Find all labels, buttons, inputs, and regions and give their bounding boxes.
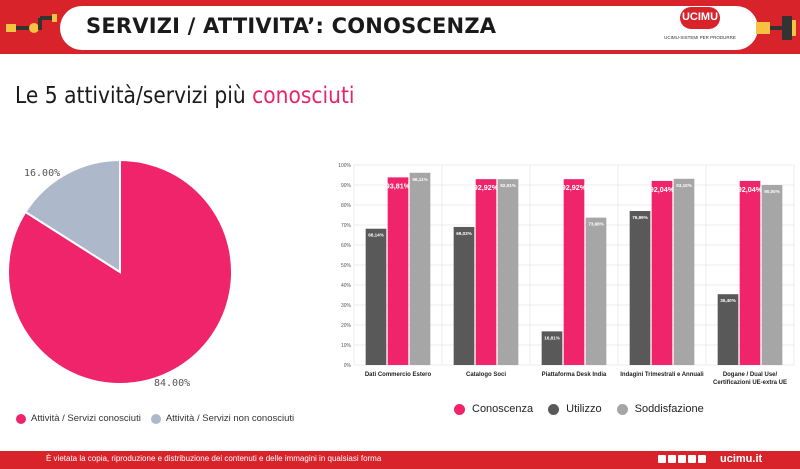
subtitle-highlight: conosciuti <box>252 83 355 109</box>
bar-soddisfazione <box>585 217 607 365</box>
bar-value-label: 16,81% <box>544 335 560 340</box>
pie-legend: Attività / Servizi conosciuti Attività /… <box>16 413 304 424</box>
x-category-label: Certificazioni UE-extra UE <box>713 380 787 386</box>
pie-slice <box>24 158 121 274</box>
bar-conoscenza <box>387 177 409 365</box>
y-tick-label: 90% <box>341 183 352 189</box>
bar-legend: Conoscenza Utilizzo Soddisfazione <box>454 403 719 415</box>
bar-value-label: 96,11% <box>412 177 427 182</box>
bar-value-label: 92,04% <box>650 185 675 194</box>
legend-dot <box>616 403 628 415</box>
site-link[interactable]: ucimu.it <box>720 453 763 465</box>
bar-conoscenza <box>739 180 761 365</box>
legend-dot <box>150 413 161 424</box>
bar-utilizzo <box>717 294 739 365</box>
legend-label: Attività / Servizi non conosciuti <box>165 413 295 424</box>
facebook-icon[interactable] <box>658 455 666 463</box>
legend-label: Attività / Servizi conosciuti <box>31 413 141 424</box>
y-tick-label: 0% <box>344 363 352 369</box>
bar-value-label: 93,10% <box>676 183 692 188</box>
logo-badge <box>680 7 720 29</box>
section-subtitle: Le 5 attività/servizi più conosciuti <box>15 83 355 109</box>
pie-value-label: 16.00% <box>24 168 60 179</box>
y-tick-label: 10% <box>341 343 352 349</box>
logo-text: UCIMU <box>681 11 719 23</box>
pie-chart: 84.00% 16.00% <box>7 158 233 389</box>
twitter-icon[interactable] <box>668 455 676 463</box>
bar-chart: 0% 10% 20% 30% 40% 50% 60% 70% 80% 90% 100% 68,14% 9… <box>338 163 795 386</box>
bar-value-label: 69,03% <box>456 231 472 236</box>
bar-value-label: 90,00% <box>764 189 780 194</box>
bar-soddisfazione <box>761 185 783 365</box>
bar-utilizzo <box>541 331 563 365</box>
y-tick-label: 40% <box>341 283 352 289</box>
legend-dot <box>16 413 26 424</box>
footer-bar: È vietata la copia, riproduzione e distr… <box>0 451 800 469</box>
bar-value-label: 92,04% <box>738 185 763 194</box>
bar-value-label: 92,91% <box>500 183 516 188</box>
bar-legend-item-utilizzo: Utilizzo <box>548 403 602 415</box>
y-tick-label: 20% <box>341 323 352 329</box>
ucimu-logo: UCIMU UCIMU-SISTEMI PER PRODURRE <box>660 7 740 49</box>
bar-value-label: 35,40% <box>720 298 736 303</box>
bar-value-label: 92,92% <box>562 183 587 192</box>
legend-dot <box>548 403 560 415</box>
subtitle-prefix: Le 5 attività/servizi più <box>15 83 253 109</box>
linkedin-icon[interactable] <box>678 455 686 463</box>
header-pill <box>60 6 758 50</box>
legend-dot <box>454 403 465 415</box>
y-tick-label: 70% <box>341 223 352 229</box>
bar-utilizzo <box>453 226 475 365</box>
bar-conoscenza <box>563 179 585 365</box>
y-tick-label: 60% <box>341 243 352 249</box>
x-category-label: Dati Commercio Estero <box>365 372 432 378</box>
y-tick-label: 50% <box>341 263 352 269</box>
social-icons <box>658 455 708 463</box>
bar-legend-item-soddisfazione: Soddisfazione <box>616 403 704 415</box>
bar-utilizzo <box>365 228 387 365</box>
y-tick-label: 80% <box>341 203 352 209</box>
bar-soddisfazione <box>409 172 431 365</box>
bar-value-label: 68,14% <box>368 233 384 238</box>
robot-arm-icon <box>6 14 57 33</box>
pie-legend-item-non-conosciuti: Attività / Servizi non conosciuti <box>150 413 295 424</box>
legend-label: Soddisfazione <box>634 403 704 415</box>
bar-soddisfazione <box>497 179 519 365</box>
bar-conoscenza <box>651 180 673 365</box>
x-category-label: Catalogo Soci <box>466 372 506 378</box>
copyright-notice: È vietata la copia, riproduzione e distr… <box>46 454 382 463</box>
x-category-label: Piattaforma Desk India <box>542 372 607 378</box>
bar-conoscenza <box>475 179 497 365</box>
pie-value-label: 84.00% <box>154 378 190 389</box>
x-category-label: Indagini Trimestrali e Annuali <box>620 372 704 378</box>
bar-value-label: 73,68% <box>588 222 604 227</box>
y-tick-label: 100% <box>338 163 351 169</box>
page-title: SERVIZI / ATTIVITA’: CONOSCENZA <box>86 14 497 38</box>
bar-value-label: 93,81% <box>386 181 411 190</box>
bar-value-label: 76,99% <box>632 215 648 220</box>
robot-tool-icon <box>756 16 796 40</box>
y-tick-label: 30% <box>341 303 352 309</box>
bar-utilizzo <box>629 211 651 365</box>
pie-legend-item-conosciuti: Attività / Servizi conosciuti <box>16 413 141 424</box>
logo-tagline: UCIMU-SISTEMI PER PRODURRE <box>664 35 736 40</box>
youtube-icon[interactable] <box>688 455 696 463</box>
instagram-icon[interactable] <box>698 455 706 463</box>
legend-label: Utilizzo <box>566 403 602 415</box>
header-bar: SERVIZI / ATTIVITA’: CONOSCENZA UCIMU UC… <box>0 0 800 54</box>
bar-legend-item-conoscenza: Conoscenza <box>454 403 533 415</box>
bar-value-label: 92,92% <box>474 183 499 192</box>
legend-label: Conoscenza <box>472 403 534 415</box>
bar-soddisfazione <box>673 178 695 365</box>
x-category-label: Dogane / Dual Use/ <box>723 372 778 378</box>
